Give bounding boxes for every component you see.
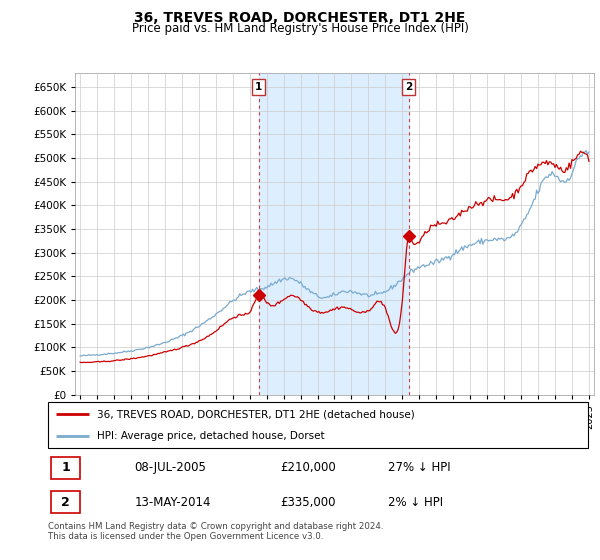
Text: 2: 2 xyxy=(61,496,70,508)
Text: £335,000: £335,000 xyxy=(280,496,336,508)
Bar xyxy=(50,491,80,514)
Bar xyxy=(259,73,409,395)
Text: 36, TREVES ROAD, DORCHESTER, DT1 2HE: 36, TREVES ROAD, DORCHESTER, DT1 2HE xyxy=(134,11,466,25)
Text: 2: 2 xyxy=(405,82,412,92)
Text: 1: 1 xyxy=(255,82,262,92)
Text: 13-MAY-2014: 13-MAY-2014 xyxy=(134,496,211,508)
Text: 36, TREVES ROAD, DORCHESTER, DT1 2HE (detached house): 36, TREVES ROAD, DORCHESTER, DT1 2HE (de… xyxy=(97,409,415,419)
Text: 27% ↓ HPI: 27% ↓ HPI xyxy=(388,461,451,474)
Text: 08-JUL-2005: 08-JUL-2005 xyxy=(134,461,206,474)
Text: Price paid vs. HM Land Registry's House Price Index (HPI): Price paid vs. HM Land Registry's House … xyxy=(131,22,469,35)
Text: HPI: Average price, detached house, Dorset: HPI: Average price, detached house, Dors… xyxy=(97,431,324,441)
Text: £210,000: £210,000 xyxy=(280,461,336,474)
Text: Contains HM Land Registry data © Crown copyright and database right 2024.
This d: Contains HM Land Registry data © Crown c… xyxy=(48,522,383,542)
Bar xyxy=(50,456,80,479)
Text: 1: 1 xyxy=(61,461,70,474)
Text: 2% ↓ HPI: 2% ↓ HPI xyxy=(388,496,443,508)
